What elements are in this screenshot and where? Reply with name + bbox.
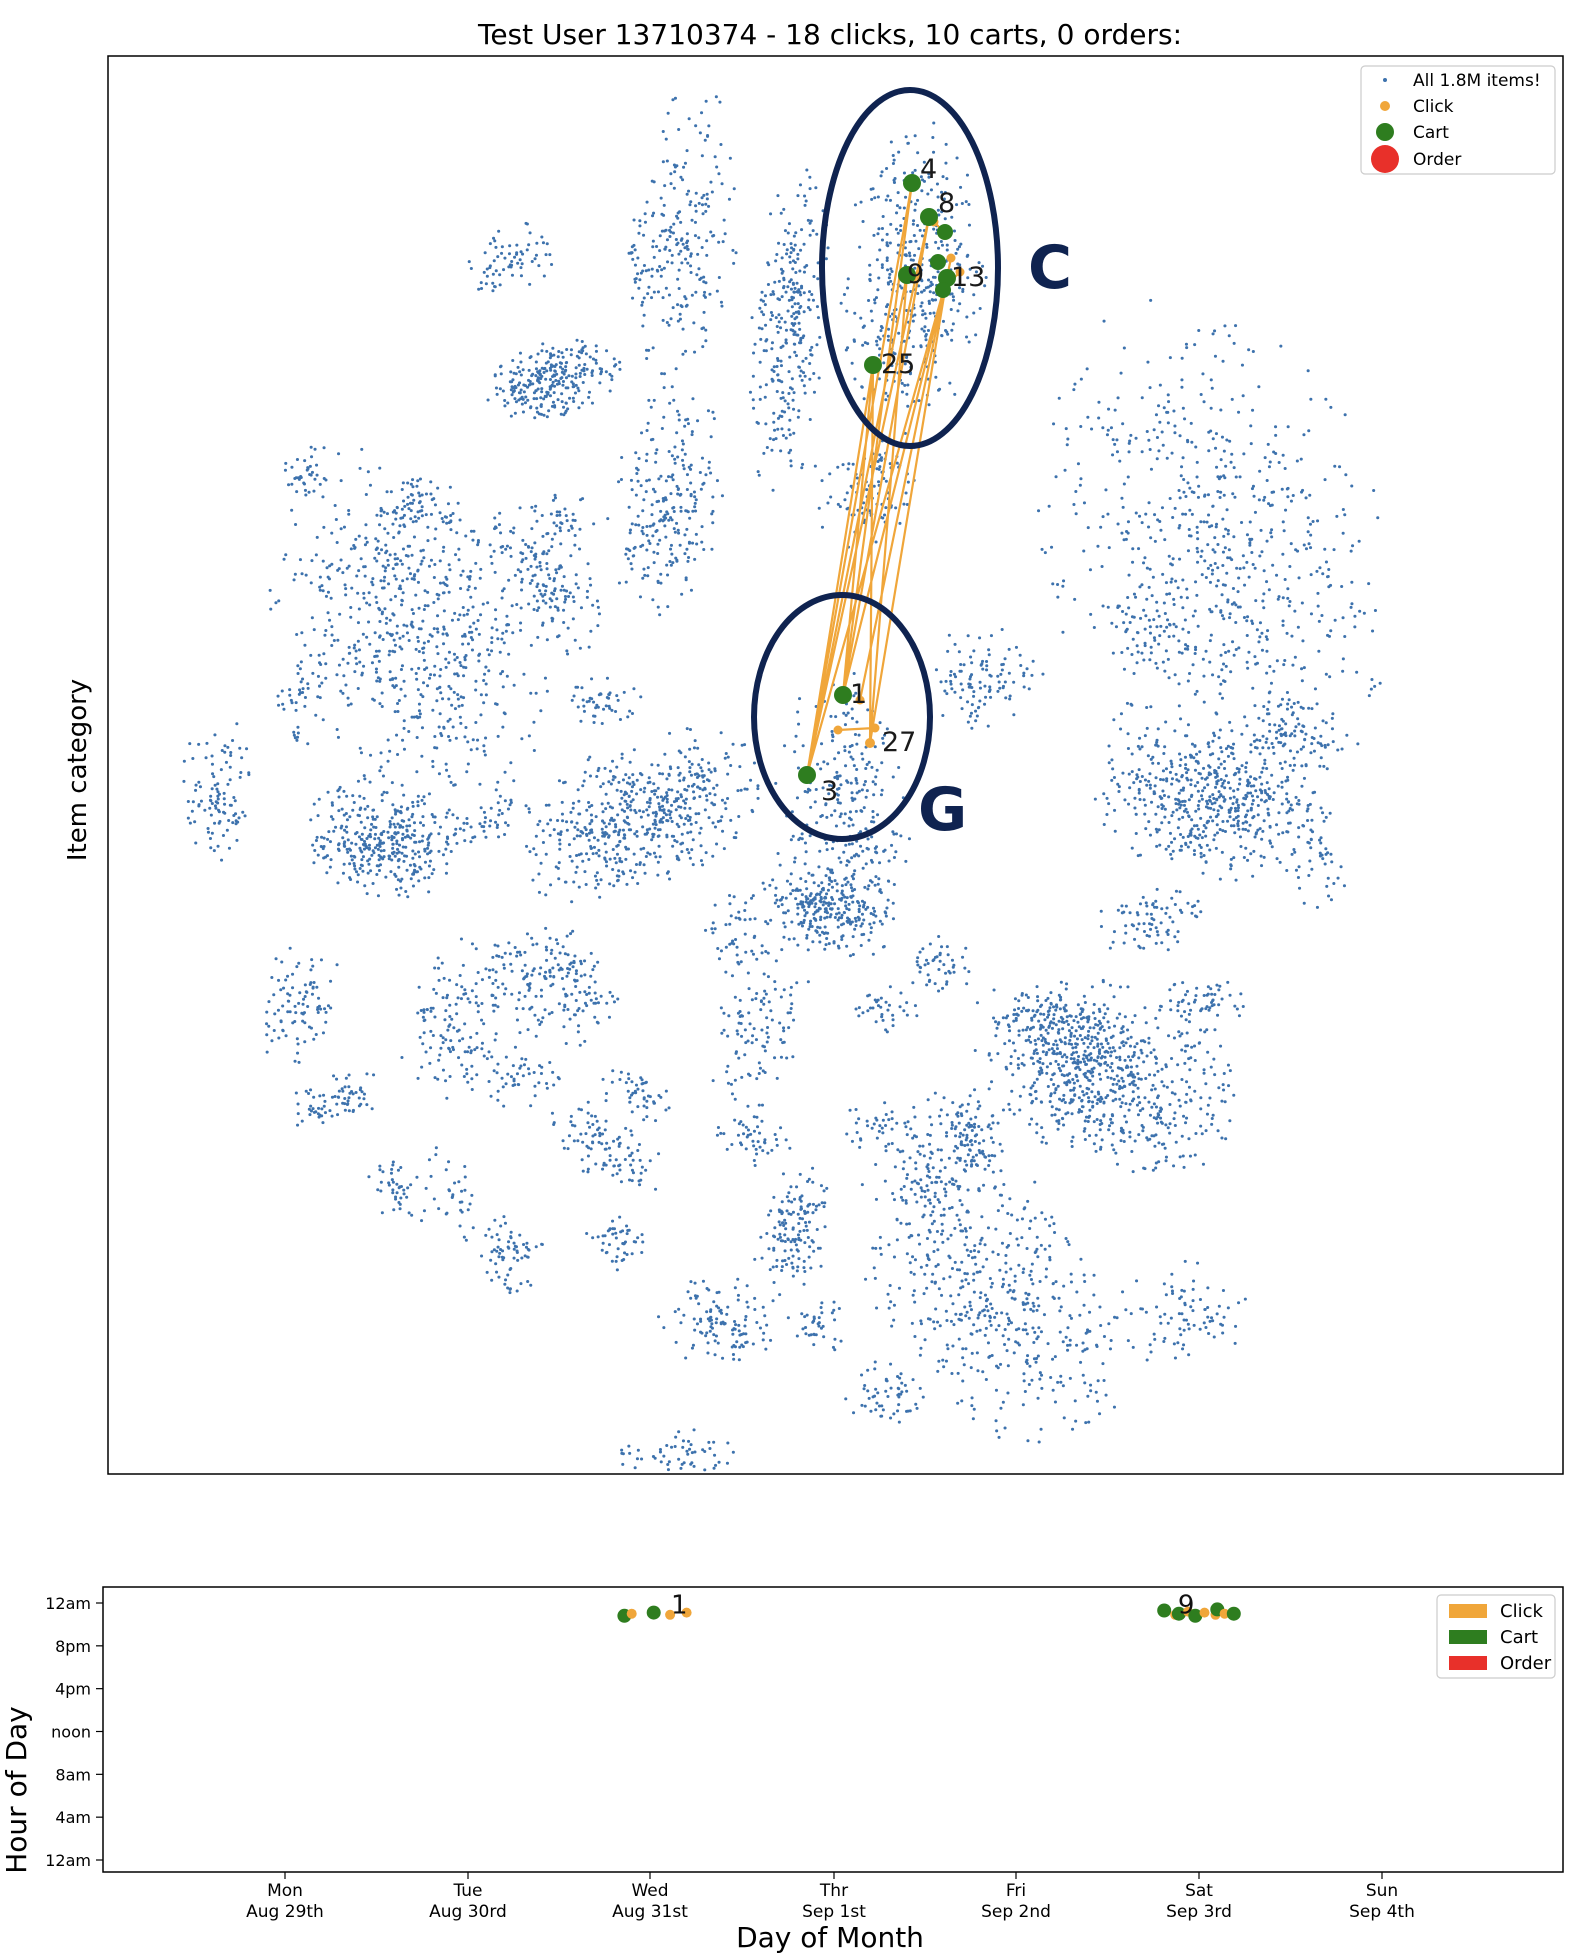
cart-marker [930, 254, 946, 270]
bottom-x-axis-label: Day of Month [736, 1921, 924, 1954]
x-tick-date: Aug 31st [612, 1902, 688, 1922]
legend-order-marker [1371, 145, 1399, 173]
cart-marker-1 [834, 686, 852, 704]
y-tick-label: noon [51, 1723, 91, 1742]
y-tick-label: 8pm [55, 1637, 91, 1656]
x-tick-date: Sep 3rd [1166, 1902, 1232, 1922]
x-tick-date: Sep 2nd [981, 1902, 1051, 1922]
click-marker-27 [865, 738, 875, 748]
x-tick-day: Sun [1366, 1881, 1398, 1901]
cart-marker-9 [898, 266, 916, 284]
x-tick-date: Sep 1st [802, 1902, 866, 1922]
x-tick-date: Sep 4th [1349, 1902, 1415, 1922]
cart-point [1171, 1606, 1186, 1621]
legend-order-swatch [1449, 1656, 1487, 1670]
legend-click-label: Click [1413, 97, 1454, 117]
legend-order-label: Order [1413, 150, 1461, 170]
bottom-point-label-9: 9 [1178, 1590, 1195, 1620]
y-tick-label: 8am [55, 1765, 91, 1784]
click-point [665, 1609, 676, 1620]
x-tick-day: Sat [1185, 1881, 1213, 1901]
top-plot-frame [107, 55, 1564, 1475]
click-point [681, 1607, 692, 1618]
legend-items-marker [1383, 78, 1387, 82]
event-label-13: 13 [951, 262, 985, 293]
cart-marker-3 [798, 766, 816, 784]
event-label-3: 3 [821, 776, 838, 807]
bottom-legend-cart-label: Cart [1500, 1627, 1538, 1648]
item-cloud [182, 95, 1382, 1472]
y-tick-label: 12am [45, 1851, 91, 1870]
bottom-legend-click-label: Click [1500, 1601, 1543, 1622]
cart-marker-25 [864, 356, 882, 374]
cart-marker [937, 224, 953, 240]
bottom-legend: Click Cart Order [1436, 1594, 1556, 1679]
event-label-4: 4 [920, 154, 937, 185]
click-marker [855, 695, 865, 705]
cart-point [1226, 1606, 1241, 1621]
top-legend: All 1.8M items! Click Cart Order [1360, 65, 1556, 175]
cluster-label-c: C [1028, 233, 1072, 303]
circle-annotation-c [819, 87, 1001, 449]
item-cloud-points [182, 95, 1382, 1472]
x-tick-date: Aug 30rd [429, 1902, 507, 1922]
click-point [1219, 1608, 1230, 1619]
top-y-axis-label: Item category [63, 679, 93, 861]
top-chart-title: Test User 13710374 - 18 clicks, 10 carts… [477, 18, 1182, 51]
click-marker [870, 723, 880, 733]
top-legend-box [1360, 65, 1556, 175]
click-marker [946, 253, 956, 263]
click-point [626, 1608, 637, 1619]
x-tick-date: Aug 29th [246, 1902, 324, 1922]
bottom-y-axis-label: Hour of Day [0, 1706, 33, 1874]
legend-click-marker [1380, 101, 1390, 111]
bottom-legend-order-label: Order [1500, 1653, 1552, 1674]
cluster-annotations: CG [751, 87, 1072, 845]
y-tick-label: 4pm [55, 1680, 91, 1699]
cart-point [1188, 1608, 1203, 1623]
y-tick-label: 4am [55, 1808, 91, 1827]
legend-click-swatch [1449, 1604, 1487, 1618]
event-label-1: 1 [850, 679, 867, 710]
x-tick-day: Tue [452, 1881, 482, 1901]
legend-items-label: All 1.8M items! [1413, 71, 1541, 91]
bottom-plot-frame [102, 1586, 1564, 1873]
cart-marker-4 [903, 174, 921, 192]
bottom-y-ticks: 12am 4am 8am noon 4pm 8pm 12am [45, 1594, 103, 1870]
cluster-label-g: G [918, 775, 967, 845]
x-tick-day: Fri [1006, 1881, 1026, 1901]
legend-cart-swatch [1449, 1630, 1487, 1644]
x-tick-day: Wed [631, 1881, 668, 1901]
x-tick-day: Thr [819, 1881, 848, 1901]
click-point [1199, 1607, 1210, 1618]
legend-cart-marker [1376, 123, 1394, 141]
event-label-25: 25 [881, 349, 915, 380]
bottom-point-label-1: 1 [671, 1590, 688, 1620]
y-tick-label: 12am [45, 1594, 91, 1613]
legend-cart-label: Cart [1413, 123, 1449, 143]
click-marker [955, 267, 965, 277]
cart-point [646, 1605, 661, 1620]
click-marker [833, 725, 843, 735]
circle-annotation-g [751, 592, 933, 842]
x-tick-day: Mon [267, 1881, 303, 1901]
event-label-8: 8 [938, 188, 955, 219]
cart-marker [935, 282, 951, 298]
event-label-9: 9 [907, 259, 924, 290]
cart-marker-8 [920, 208, 938, 226]
cart-point [1157, 1603, 1172, 1618]
event-label-27: 27 [882, 727, 916, 758]
